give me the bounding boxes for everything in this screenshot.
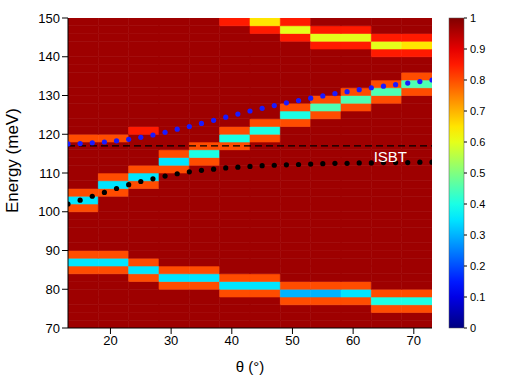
svg-text:0: 0: [470, 322, 476, 334]
svg-text:130: 130: [38, 88, 60, 103]
svg-text:1: 1: [470, 12, 476, 24]
svg-text:0.5: 0.5: [470, 167, 485, 179]
svg-text:90: 90: [46, 243, 60, 258]
svg-text:70: 70: [46, 321, 60, 336]
svg-text:0.1: 0.1: [470, 291, 485, 303]
svg-text:60: 60: [346, 333, 360, 348]
svg-text:20: 20: [103, 333, 117, 348]
svg-text:0.4: 0.4: [470, 198, 485, 210]
svg-text:0.8: 0.8: [470, 74, 485, 86]
svg-text:70: 70: [407, 333, 421, 348]
svg-text:150: 150: [38, 11, 60, 26]
svg-text:50: 50: [285, 333, 299, 348]
svg-text:30: 30: [164, 333, 178, 348]
svg-text:θ (°): θ (°): [236, 358, 265, 375]
svg-text:80: 80: [46, 282, 60, 297]
svg-text:0.6: 0.6: [470, 136, 485, 148]
svg-text:0.9: 0.9: [470, 43, 485, 55]
svg-text:Energy (meV): Energy (meV): [8, 108, 22, 213]
svg-text:110: 110: [39, 166, 60, 181]
svg-text:ISBT: ISBT: [374, 148, 407, 165]
svg-text:140: 140: [38, 49, 60, 64]
svg-text:0.2: 0.2: [470, 260, 485, 272]
svg-text:40: 40: [225, 333, 239, 348]
svg-text:0.7: 0.7: [470, 105, 485, 117]
svg-text:100: 100: [38, 204, 60, 219]
svg-text:120: 120: [38, 127, 60, 142]
svg-text:0.3: 0.3: [470, 229, 485, 241]
